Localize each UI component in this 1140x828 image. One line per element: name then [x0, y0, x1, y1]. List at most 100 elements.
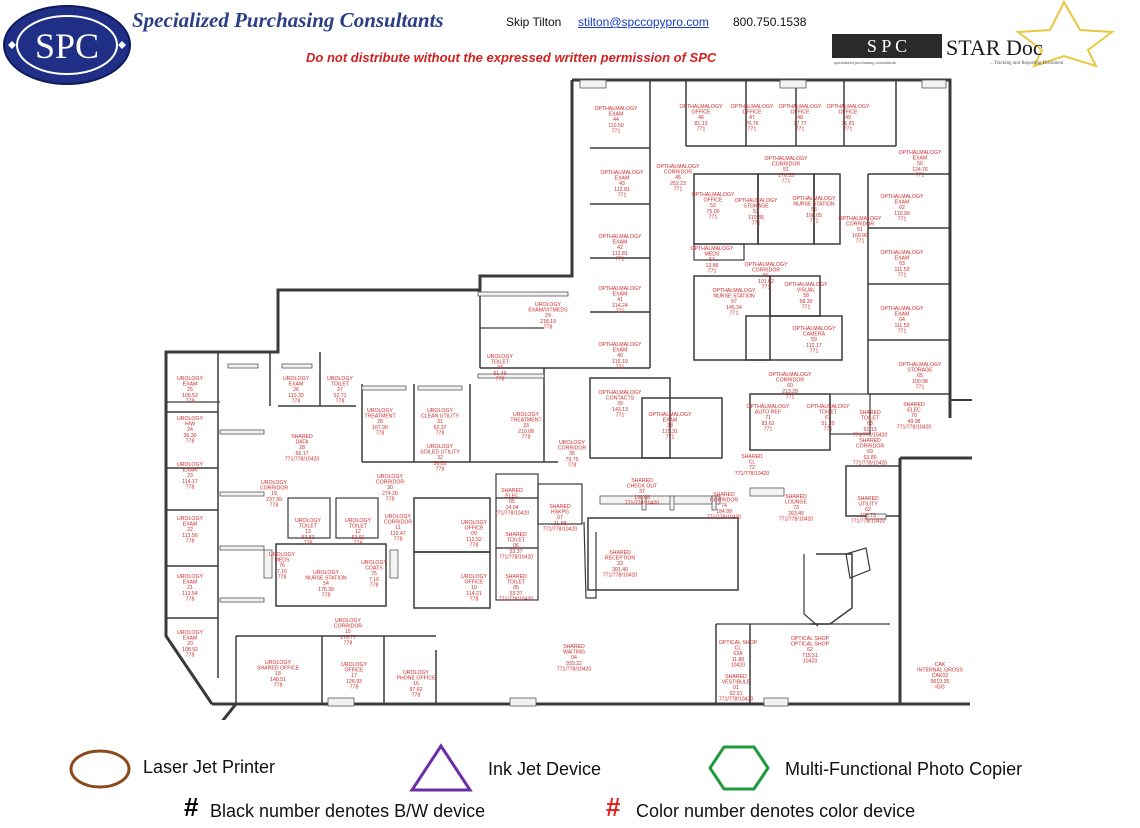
room-label-line: 778 — [522, 434, 531, 440]
room-label-line: 771/778/10420 — [719, 696, 754, 702]
room-label-line: 51.49 — [494, 371, 507, 377]
room-label-line: 41 — [617, 297, 623, 303]
room-label-line: 113.56 — [182, 533, 198, 539]
legend-inkjet-label: Ink Jet Device — [488, 759, 602, 779]
room-label-line: 778 — [336, 398, 345, 404]
room-label-line: UROLOGY — [385, 514, 411, 520]
room-label-line: 14.04 — [506, 505, 519, 511]
legend-mfp-label: Multi-Functional Photo Copier — [785, 759, 1023, 779]
room-label-line: 81.13 — [695, 121, 708, 127]
room-label-line: 110.33 — [288, 393, 304, 399]
room-label-line: 33 — [523, 423, 529, 429]
room-label-line: 58.30 — [800, 299, 813, 305]
room-label-line: 771 — [616, 256, 625, 262]
room-label-line: OPTHALMALOGY — [793, 326, 836, 332]
room-label-line: 67 — [825, 415, 831, 421]
room-label: OPTHALMALOGY EXAM 50 124.76 771 — [899, 150, 942, 178]
room-label-line: 112.47 — [390, 531, 406, 537]
room-label-line: 27 — [337, 387, 343, 393]
room-label-line: 72 — [749, 465, 755, 471]
room-label-line: 771 — [786, 394, 795, 400]
room-label-line: UROLOGY — [177, 376, 203, 382]
room-label-line: 114.21 — [466, 591, 482, 597]
room-label-line: SHARED — [725, 674, 747, 680]
contact-email-link[interactable]: stilton@spccopypro.com — [578, 15, 709, 29]
room-label-line: UROLOGY — [427, 408, 453, 414]
room-label-line: 36.30 — [184, 433, 197, 439]
room-label-line: 15 — [345, 629, 351, 635]
room-label-line: 771 — [782, 178, 791, 184]
room-label-line: OPTHALMALOGY — [649, 412, 692, 418]
room-label-line: 62A — [733, 651, 743, 657]
legend-color-label: Color number denotes color device — [636, 801, 916, 821]
room-label-line: OPTHALMALOGY — [899, 362, 942, 368]
room-label-line: NURSE STATION — [793, 202, 835, 208]
room-label-line: 76 — [279, 563, 285, 569]
room-label-line: 145.34 — [726, 305, 742, 311]
room-label-line: 45 — [675, 175, 681, 181]
room-label-line: SHARED OFFICE — [257, 666, 300, 672]
room-label: SHARED TOILET 05 53.37 771/778/10420 — [499, 574, 534, 602]
room-label-line: OPTHALMALOGY — [731, 104, 774, 110]
room-label-line: 112.17 — [806, 343, 822, 349]
room-label-line: 778 — [544, 324, 553, 330]
room-label-line: MEDS — [705, 252, 721, 258]
room-label: OPTHALMALOGY NURSE STATION 57 145.34 771 — [713, 288, 756, 316]
room-label-line: 83.62 — [762, 421, 775, 427]
room-label-line: 771 — [730, 310, 739, 316]
room-label-line: SHARED — [291, 434, 313, 440]
room-label: OPTHALMALOGY TOILET 67 51.20 771 — [807, 404, 850, 432]
room-label-line: 771/778/10420 — [735, 471, 770, 477]
room-label-line: 771 — [898, 216, 907, 222]
room-label-line: 778 — [436, 430, 445, 436]
room-label-line: CORRIDOR — [376, 480, 404, 486]
room-label-line: UROLOGY — [177, 462, 203, 468]
room-label-line: 75 — [371, 571, 377, 577]
stardoc-underline-text: specialized purchasing consultants — [834, 60, 896, 65]
room-label-line: UROLOGY — [367, 408, 393, 414]
room-label: SHARED VESTIBULE 01 92.91 771/778/10420 — [719, 674, 754, 702]
room-label: SHARED HSKPG 07 21.88 771/778/10420 — [543, 504, 578, 532]
room-label-line: 60 — [787, 383, 793, 389]
room-label-line: 210.08 — [518, 429, 534, 435]
room-label-line: UROLOGY — [487, 354, 513, 360]
room-label-line: EXAM — [609, 112, 624, 118]
room-label: SHARED CL 72 771/778/10420 — [735, 454, 770, 477]
spc-logo: SPC — [3, 5, 131, 85]
room-label: OPTHALMALOGY EXAM 41 114.24 771 — [599, 286, 642, 314]
room-label-line: 112.52 — [466, 537, 482, 543]
room-label-line: 778 — [470, 542, 479, 548]
room-label: OPTHALMALOGY CORRIDOR 60 213.28 771 — [769, 372, 812, 400]
room-label-line: 51 — [857, 227, 863, 233]
room-label-line: 263.45 — [788, 511, 804, 517]
room-label-line: 62 — [899, 205, 905, 211]
room-label: UROLOGY TREATMENT 28 167.90 778 — [364, 408, 396, 436]
room-label-line: 771/778/10420 — [557, 666, 592, 672]
room-label-line: 771 — [612, 128, 621, 134]
room-label-line: OPTICAL SHOP — [791, 642, 830, 648]
room-label-line: 778 — [322, 592, 331, 598]
room-label: OPTHALMALOGY AUTO REF 71 83.62 771 — [747, 404, 790, 432]
room-label-line: 190.08 — [634, 495, 650, 501]
room-label: OPTHALMALOGY EXAM 44 110.50 771 — [595, 106, 638, 134]
room-label-line: 114.24 — [612, 303, 628, 309]
room-label-line: 49.98 — [908, 419, 921, 425]
room-label-line: 100.98 — [912, 379, 928, 385]
room-label-line: OPTHALMALOGY — [657, 164, 700, 170]
room-label-line: 771/778/10420 — [853, 460, 888, 466]
room-label-line: OPTHALMALOGY — [599, 390, 642, 396]
room-label-line: SHARED — [857, 496, 879, 502]
room-label-line: 771 — [616, 308, 625, 314]
room-label: OPTHALMALOGY CORRIDOR 56 101.02 771 — [745, 262, 788, 290]
room-label-line: 109.52 — [182, 393, 198, 399]
room-label-line: 778 — [274, 682, 283, 688]
room-label-line: 771 — [844, 126, 853, 132]
room-label-line: OPTHALMALOGY — [827, 104, 870, 110]
room-label-line: EXAM — [613, 240, 628, 246]
room-label-line: CHECK OUT — [627, 484, 658, 490]
room-label-line: 778 — [470, 596, 479, 602]
room-label-line: 771/778/10420 — [543, 526, 578, 532]
room-label-line: 57 — [731, 299, 737, 305]
room-label-line: OPTHALMALOGY — [747, 404, 790, 410]
